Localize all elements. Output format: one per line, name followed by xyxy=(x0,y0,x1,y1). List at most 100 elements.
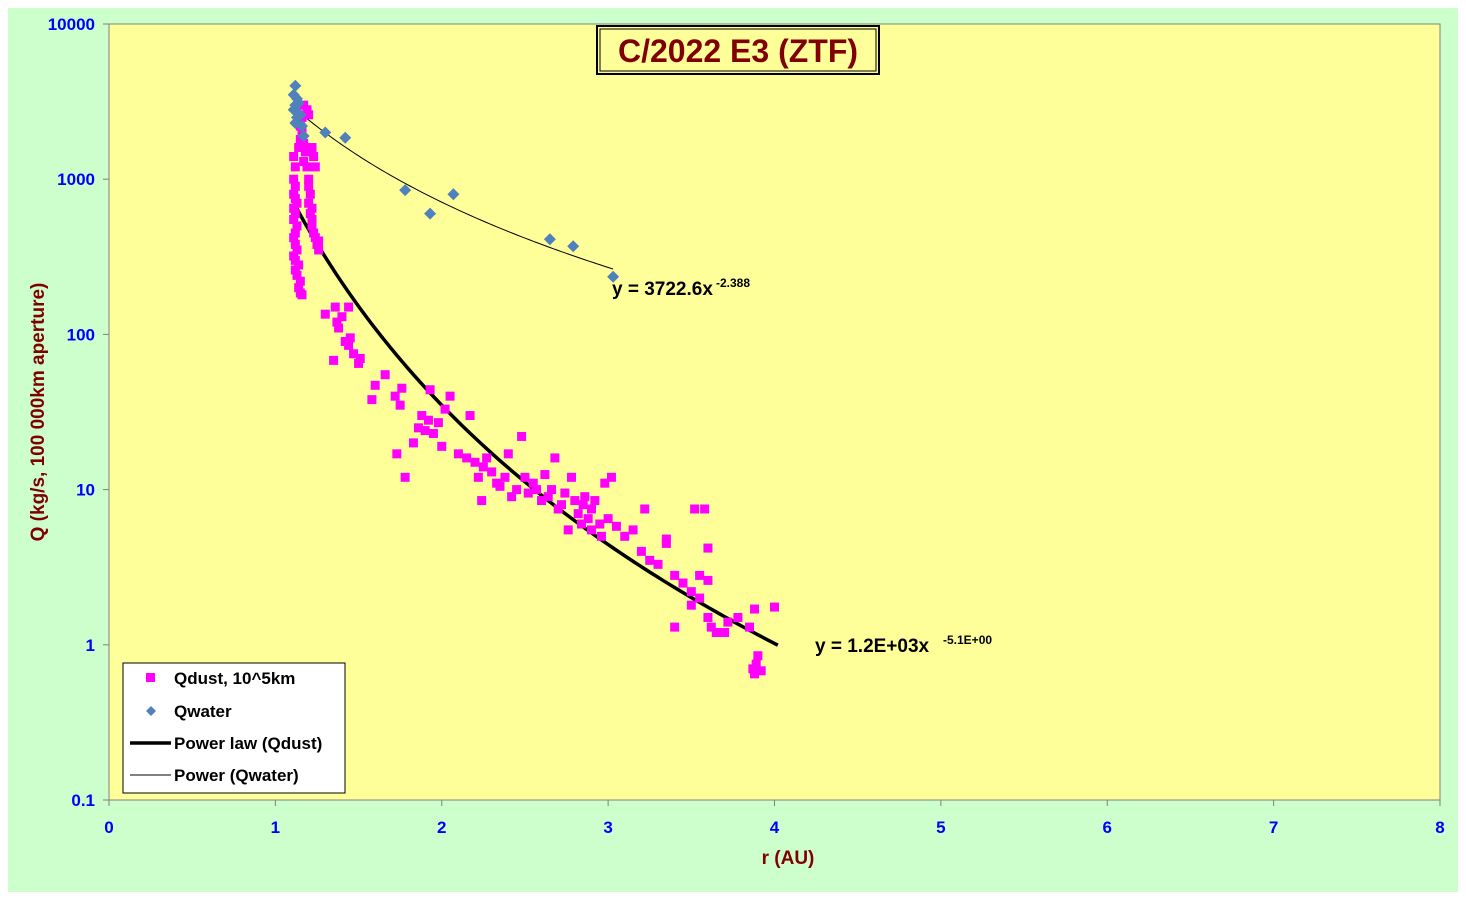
legend-qdust-marker xyxy=(146,673,155,682)
qdust-point xyxy=(329,355,339,365)
qdust-point xyxy=(595,519,605,529)
qdust-point xyxy=(392,449,402,459)
qdust-point xyxy=(294,283,304,293)
qdust-point xyxy=(428,428,438,438)
qdust-point xyxy=(751,659,761,669)
qdust-point xyxy=(557,500,567,510)
water-fit-exponent: -2.388 xyxy=(716,276,750,290)
qwater-point xyxy=(296,120,308,133)
qdust-point xyxy=(695,570,705,580)
x-tick-label: 3 xyxy=(603,818,612,837)
qdust-point xyxy=(289,152,299,162)
qdust-point xyxy=(309,228,319,238)
qdust-point xyxy=(292,245,302,255)
qdust-point xyxy=(690,504,700,514)
qdust-point xyxy=(628,525,638,535)
qdust-point xyxy=(423,415,433,425)
qdust-point xyxy=(670,570,680,580)
qdust-point xyxy=(606,472,616,482)
qdust-series xyxy=(289,100,779,679)
y-axis-tick-labels: 0.1 1 10 100 1000 10000 xyxy=(48,15,95,810)
x-tick-label: 1 xyxy=(271,818,280,837)
qwater-point xyxy=(447,188,460,201)
qdust-point xyxy=(661,534,671,544)
qdust-point xyxy=(512,485,522,495)
qdust-point xyxy=(462,453,472,463)
qdust-point xyxy=(370,380,380,390)
qdust-point xyxy=(745,622,755,632)
qdust-point xyxy=(528,478,538,488)
qdust-point xyxy=(290,255,300,265)
qdust-point xyxy=(294,143,304,153)
qdust-point xyxy=(290,162,300,172)
qdust-point xyxy=(645,555,655,565)
qdust-point xyxy=(349,349,359,359)
qdust-point xyxy=(453,449,463,459)
qdust-point xyxy=(583,514,593,524)
y-axis-title: Q (kg/s, 100 000km aperture) xyxy=(28,283,49,542)
qdust-point xyxy=(567,472,577,482)
qdust-point xyxy=(307,221,317,231)
qdust-point xyxy=(547,485,557,495)
y-tick-label: 1000 xyxy=(57,170,95,189)
qdust-point xyxy=(307,143,317,153)
qdust-point xyxy=(620,531,630,541)
qdust-point xyxy=(334,323,344,333)
qdust-point xyxy=(770,602,779,612)
qdust-point xyxy=(380,370,390,380)
qdust-point xyxy=(344,302,354,312)
qdust-point xyxy=(578,500,588,510)
qdust-point xyxy=(580,492,590,502)
dust-fit-equation: y = 1.2E+03x xyxy=(815,636,930,657)
qdust-point xyxy=(478,462,488,472)
qdust-point xyxy=(756,666,766,676)
qdust-point xyxy=(292,270,302,280)
qdust-point xyxy=(517,431,527,441)
water-fit-annotation: y = 3722.6x -2.388 xyxy=(612,276,750,300)
qdust-point xyxy=(290,194,300,204)
qdust-point xyxy=(390,391,400,401)
qdust-point xyxy=(290,265,300,275)
qdust-point xyxy=(590,496,600,506)
legend: Qdust, 10^5km Qwater Power law (Qdust) P… xyxy=(122,662,346,794)
qdust-point xyxy=(304,181,314,191)
qdust-point xyxy=(290,181,300,191)
qdust-point xyxy=(289,203,299,213)
qdust-point xyxy=(299,157,309,167)
qdust-point xyxy=(433,418,443,428)
qdust-point xyxy=(695,593,705,603)
qdust-point xyxy=(543,492,553,502)
qdust-point xyxy=(292,221,302,231)
qdust-point xyxy=(420,426,430,436)
qwater-point xyxy=(607,270,620,283)
qdust-point xyxy=(670,622,680,632)
qdust-point xyxy=(314,236,324,246)
qdust-point xyxy=(550,453,560,463)
qdust-point xyxy=(330,302,340,312)
qdust-point xyxy=(470,457,480,467)
qdust-point xyxy=(355,353,365,363)
qdust-point xyxy=(290,239,300,249)
water-fit-equation: y = 3722.6x xyxy=(612,279,713,300)
qdust-point xyxy=(653,559,663,569)
qdust-point xyxy=(603,514,613,524)
legend-qwater-marker xyxy=(146,706,156,716)
qdust-point xyxy=(304,198,314,208)
axis-ticks xyxy=(103,23,1441,806)
qwater-point xyxy=(294,108,307,121)
qdust-point xyxy=(320,309,330,319)
dust-fit-exponent: -5.1E+00 xyxy=(943,633,992,647)
qdust-point xyxy=(560,488,570,498)
qdust-point xyxy=(289,233,299,243)
qdust-point xyxy=(345,333,355,343)
qdust-point xyxy=(703,612,713,622)
chart-title-box: C/2022 E3 (ZTF) xyxy=(596,25,880,75)
qdust-point xyxy=(397,383,407,393)
qwater-point xyxy=(424,207,437,220)
y-tick-label: 0.1 xyxy=(71,791,95,810)
qdust-point xyxy=(537,496,547,506)
x-tick-label: 5 xyxy=(936,818,945,837)
qdust-point xyxy=(723,617,733,627)
qdust-point xyxy=(465,411,475,421)
qdust-point xyxy=(753,651,763,661)
